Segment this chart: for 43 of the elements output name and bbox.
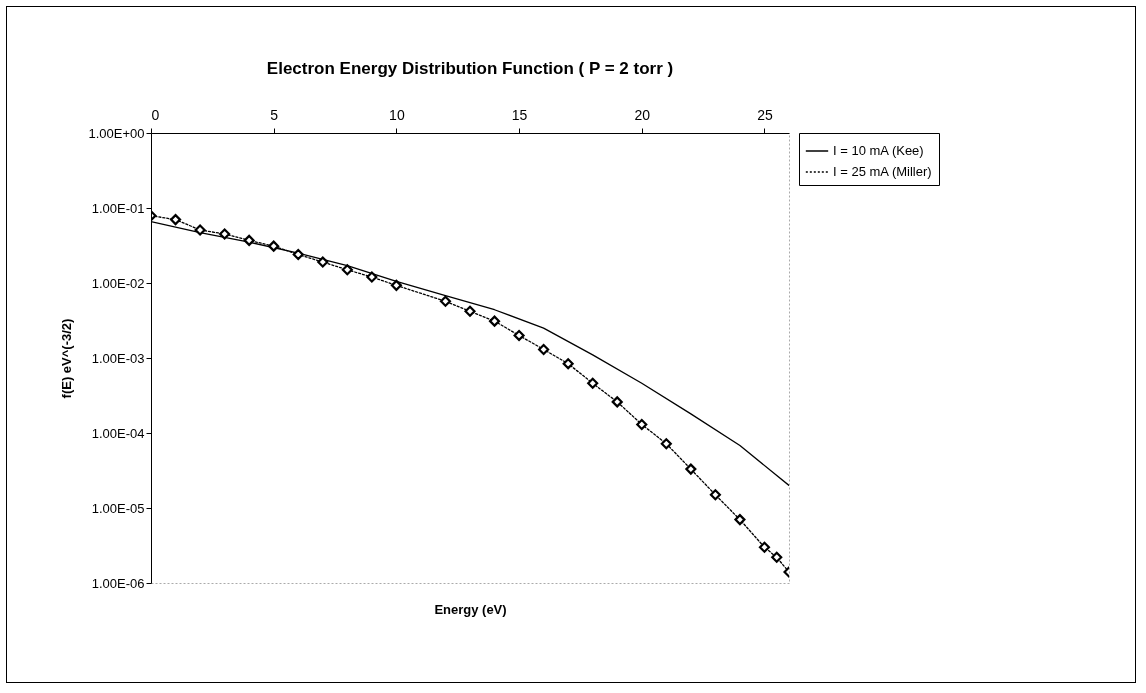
x-tick-label: 5 <box>270 106 279 123</box>
y-tick-label: 1.00E-01 <box>91 200 145 216</box>
point <box>390 279 402 291</box>
y-tick-label: 1.00E-04 <box>91 425 145 441</box>
x-tick-label: 20 <box>634 106 651 123</box>
point <box>243 234 255 246</box>
y-tick-label: 1.00E-05 <box>91 500 145 516</box>
point <box>169 214 182 226</box>
point <box>219 228 231 240</box>
point <box>709 489 721 501</box>
x-tick-label: 0 <box>151 106 160 123</box>
legend-label: I = 10 mA (Kee) <box>833 143 924 158</box>
y-axis-title: f(E) eV^(-3/2) <box>59 318 75 399</box>
chart-title: Electron Energy Distribution Function ( P = 2 torr ) <box>266 59 674 78</box>
point <box>538 343 550 356</box>
point <box>317 256 329 268</box>
x-axis-title: Energy (eV) <box>434 601 507 617</box>
point <box>513 329 525 341</box>
point <box>366 271 378 283</box>
point <box>341 264 353 276</box>
point <box>268 240 280 252</box>
point <box>758 541 771 553</box>
point <box>734 514 746 526</box>
point <box>611 396 623 408</box>
x-tick-label: 10 <box>389 106 405 123</box>
point <box>660 438 672 450</box>
y-tick-label: 1.00E-02 <box>91 275 145 291</box>
legend-label: I = 25 mA (Miller) <box>833 164 932 179</box>
y-tick-label: 1.00E-03 <box>91 350 145 366</box>
x-tick-label: 25 <box>757 106 773 123</box>
point <box>194 224 206 236</box>
point <box>771 551 783 563</box>
x-tick-label: 15 <box>511 106 528 123</box>
y-tick-label: 1.00E+00 <box>88 125 145 141</box>
point <box>488 315 501 327</box>
point <box>636 418 648 431</box>
point <box>439 295 452 307</box>
point <box>292 248 304 261</box>
point <box>685 463 697 475</box>
point <box>562 358 574 370</box>
y-tick-label: 1.00E-06 <box>91 575 145 591</box>
point <box>464 305 476 317</box>
point <box>587 377 599 389</box>
